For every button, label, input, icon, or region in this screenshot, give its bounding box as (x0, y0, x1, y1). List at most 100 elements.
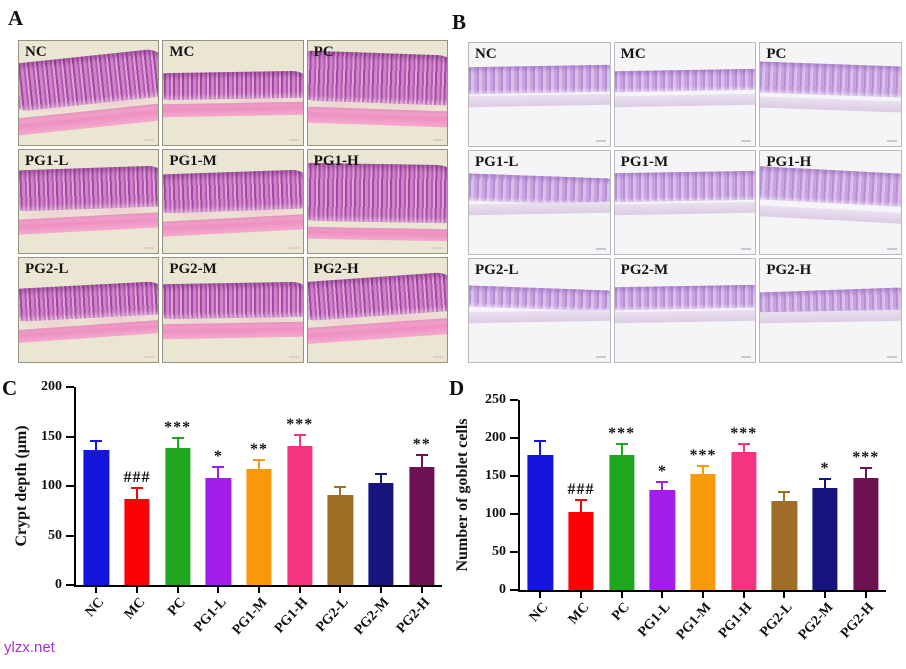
mucosa-layer (468, 172, 610, 206)
image-label: PG1-H (766, 154, 812, 170)
x-category-label-PG1-H: PG1-H (271, 595, 311, 637)
histology-b-pg1-l: PG1-L (468, 150, 611, 255)
bar-group-PG1-M: *** PG1-M (673, 400, 724, 643)
significance-PG2-H: ** (412, 436, 431, 454)
y-tick-label-0: 0 (499, 582, 506, 597)
y-tick-label-250: 250 (485, 392, 506, 407)
y-tick-label-100: 100 (41, 478, 62, 493)
histology-a-pg1-l: PG1-L (18, 148, 160, 255)
significance-MC: ### (567, 480, 595, 498)
error-bar-PG1-L (212, 466, 225, 479)
muscle-layer (307, 227, 447, 243)
bar-group-PG2-M: * PG2-M (795, 400, 846, 643)
bar-PG2-H (853, 477, 879, 590)
muscle-layer (163, 214, 303, 237)
x-category-label-PG2-M: PG2-M (351, 595, 393, 638)
image-label: PG1-H (313, 152, 359, 169)
x-category-label-PC: PC (609, 600, 633, 624)
error-bar-MC (131, 487, 143, 499)
x-category-label-PG1-L: PG1-L (191, 595, 230, 636)
muscle-layer (307, 106, 447, 128)
bar-PG1-H (287, 446, 313, 585)
histology-a-pg2-h: PG2-H (306, 257, 448, 363)
x-category-label-PC: PC (165, 595, 189, 619)
image-label: PG2-M (620, 262, 669, 278)
crypt-layer (307, 162, 447, 224)
histology-b-mc: MC (613, 42, 757, 147)
submucosa-layer (614, 93, 756, 108)
error-bar-PG1-H (737, 442, 750, 452)
panel-b-letter: B (452, 10, 467, 34)
bar-PG2-L (771, 501, 797, 590)
muscle-layer (307, 317, 447, 344)
bar-PC (609, 455, 635, 590)
bar-PG1-M (246, 469, 272, 585)
scale-bar (144, 247, 155, 250)
error-bar-MC (575, 498, 587, 512)
error-bar-PG2-M (375, 473, 388, 484)
bar-group-PG1-H: *** PG1-H (716, 400, 764, 641)
bar-PG2-H (409, 467, 435, 585)
x-category-label-PG2-L: PG2-L (757, 600, 796, 641)
y-tick-mark-50 (66, 534, 74, 537)
image-label: MC (620, 46, 646, 62)
submucosa-layer (760, 309, 902, 324)
scale-bar (741, 356, 752, 358)
scale-bar (288, 355, 299, 358)
x-category-label-PG2-H: PG2-H (393, 595, 433, 637)
scale-bar (595, 356, 606, 358)
bar-PG2-L (327, 494, 353, 585)
submucosa-layer (614, 201, 756, 216)
bar-group-PG2-H: *** PG2-H (838, 400, 886, 641)
y-tick-label-50: 50 (492, 544, 506, 559)
y-tick-label-150: 150 (41, 428, 62, 444)
bar-group-PG1-M: ** PG1-M (229, 387, 280, 638)
y-tick-mark-0 (66, 584, 74, 586)
error-bar-PG1-M (253, 459, 266, 470)
bar-PG2-M (812, 488, 838, 590)
submucosa-layer (614, 309, 756, 324)
bar-group-MC: ### MC (117, 387, 158, 622)
significance-PC: *** (164, 418, 192, 436)
panel-d-letter: D (449, 376, 465, 400)
image-label: MC (169, 44, 195, 60)
bar-group-NC: NC (520, 400, 561, 625)
significance-PG1-H: *** (730, 424, 758, 442)
error-bar-PG2-L (334, 486, 347, 495)
x-category-label-PG2-L: PG2-L (313, 595, 352, 636)
chart-crypt-depth: C Crypt depth (μm) 0 50 100 150 200 NC ### MC *… (0, 374, 447, 669)
y-tick-label-150: 150 (485, 468, 506, 483)
significance-PG1-L: * (657, 463, 667, 481)
scale-bar (741, 140, 752, 142)
error-bar-PC (171, 436, 184, 449)
mucosa-layer (614, 170, 756, 202)
bar-group-PG1-L: * PG1-L (191, 387, 239, 635)
mucosa-layer (614, 68, 756, 92)
y-tick-mark-250 (510, 399, 518, 401)
significance-PG2-H: *** (852, 448, 880, 466)
bar-group-NC: NC (76, 387, 117, 620)
scale-bar (144, 138, 155, 141)
mucosa-layer (468, 64, 610, 94)
submucosa-layer (760, 95, 902, 113)
bar-group-MC: ### MC (561, 400, 602, 627)
image-label: PG1-M (620, 154, 669, 170)
image-label: PG1-M (169, 152, 217, 169)
scale-bar (595, 140, 606, 142)
crypt-layer (307, 271, 447, 322)
x-category-label-NC: NC (82, 595, 108, 621)
significance-PG1-L: * (213, 448, 223, 466)
bar-PG1-L (205, 478, 231, 585)
bar-group-PC: *** PC (157, 387, 198, 619)
muscle-layer (163, 101, 303, 119)
bar-PC (165, 448, 191, 585)
submucosa-layer (468, 93, 610, 108)
bar-PG1-L (649, 489, 675, 590)
histology-b-pg2-l: PG2-L (468, 258, 611, 363)
bar-PG2-M (368, 483, 394, 585)
chart-c-plot-area: NC ### MC *** PC * PG1-L ** PG1-M *** PG1-H PG2-L PG… (66, 386, 442, 638)
submucosa-layer (468, 201, 610, 216)
histology-b-pg1-m: PG1-M (613, 150, 757, 255)
histology-b-pg2-m: PG2-M (613, 258, 757, 363)
histology-b-pg1-h: PG1-H (759, 150, 902, 255)
